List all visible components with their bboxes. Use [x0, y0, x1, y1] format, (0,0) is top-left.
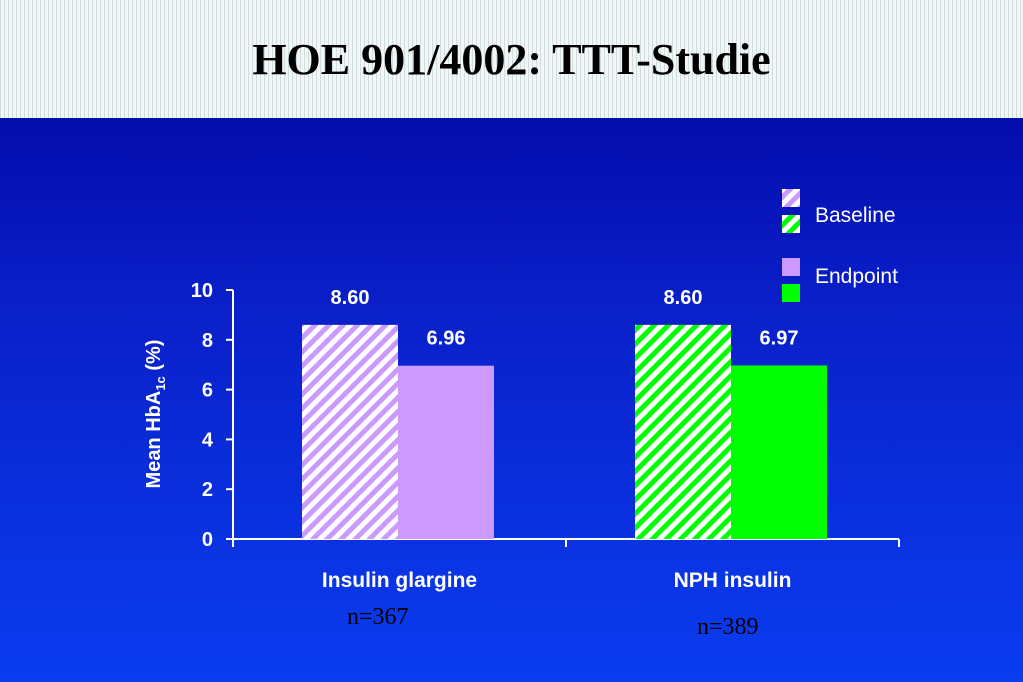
y-axis-label: Mean HbA1c (%): [143, 340, 168, 489]
data-label: 6.97: [760, 327, 799, 349]
category-label: Insulin glargine: [322, 569, 477, 592]
data-label: 8.60: [664, 287, 703, 309]
bar-endpoint-1: [398, 365, 494, 539]
y-tick-label: 6: [202, 380, 213, 402]
legend-swatch: [782, 284, 800, 302]
legend-swatch: [782, 258, 800, 276]
legend-swatch: [782, 189, 800, 207]
y-tick-label: 8: [202, 330, 213, 352]
legend-label: Baseline: [815, 204, 896, 227]
data-label: 8.60: [331, 287, 370, 309]
bar-baseline-1: [302, 324, 398, 539]
y-tick-label: 10: [191, 280, 213, 302]
bar-endpoint-2: [731, 365, 827, 539]
y-tick-label: 0: [202, 529, 213, 551]
title-banner: HOE 901/4002: TTT-Studie: [0, 0, 1023, 118]
y-tick-label: 4: [202, 429, 214, 451]
sample-size-glargine: n=367: [347, 604, 409, 630]
y-tick-label: 2: [202, 479, 213, 501]
bar-baseline-2: [635, 324, 731, 539]
data-label: 6.96: [427, 328, 466, 350]
page-title: HOE 901/4002: TTT-Studie: [252, 35, 771, 84]
sample-size-nph: n=389: [697, 614, 759, 640]
legend-swatch: [782, 215, 800, 233]
legend-label: Endpoint: [815, 265, 898, 288]
category-label: NPH insulin: [674, 569, 792, 592]
